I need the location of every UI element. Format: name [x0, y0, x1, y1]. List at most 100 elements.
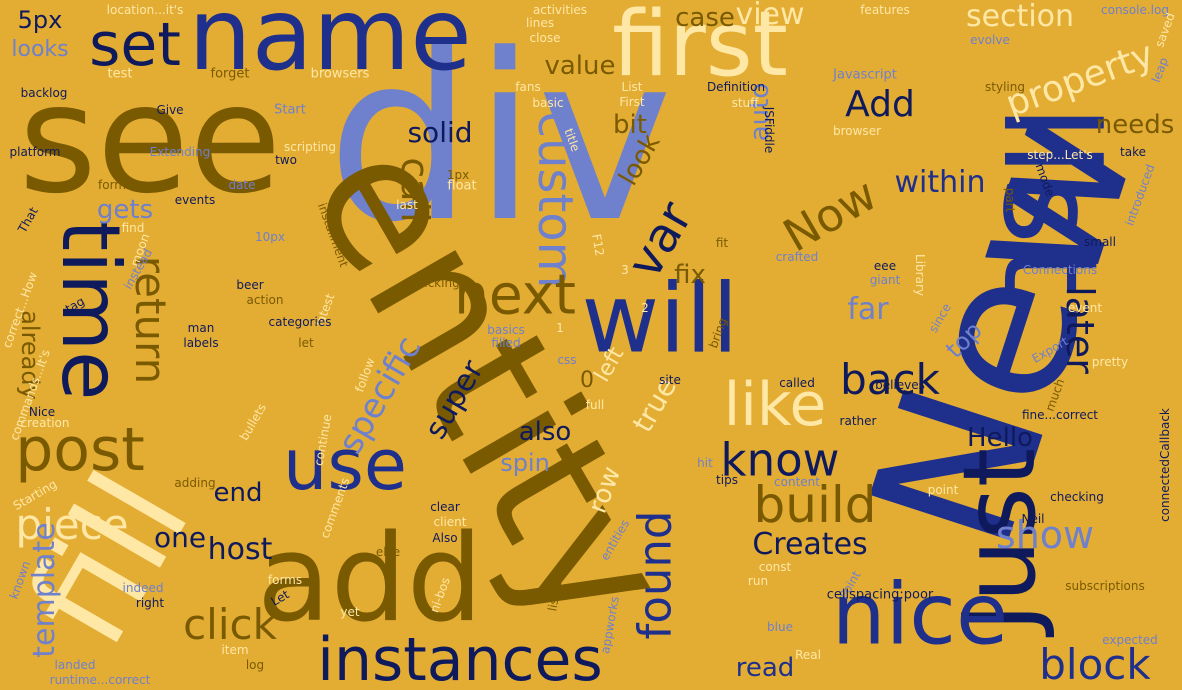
word-192: runtime...correct — [49, 673, 151, 687]
word-41: view — [735, 0, 805, 32]
word-120: Connections — [1022, 263, 1098, 277]
word-104: events — [174, 193, 216, 207]
word-175: subscriptions — [1065, 579, 1145, 593]
word-112: F12 — [589, 232, 607, 258]
word-14: use — [283, 424, 407, 506]
word-156: connectedCallback — [1158, 408, 1172, 522]
word-35: call — [393, 157, 437, 223]
word-119: eee — [873, 259, 897, 273]
word-48: one — [153, 521, 207, 554]
word-38: Add — [845, 84, 915, 125]
word-145: css — [557, 353, 577, 367]
word-133: let — [298, 336, 314, 350]
word-148: believes — [875, 378, 925, 392]
word-26: block — [1039, 640, 1151, 689]
word-37: section — [965, 0, 1075, 34]
word-21: build — [753, 476, 877, 534]
word-184: cellspacing:poor — [826, 587, 934, 603]
word-46: also — [518, 417, 572, 447]
word-77: forget — [210, 66, 250, 82]
word-173: const — [758, 560, 792, 574]
word-73: close — [529, 31, 561, 45]
word-102: form — [98, 178, 126, 192]
word-89: First — [619, 95, 645, 109]
word-111: 10px — [255, 230, 285, 244]
word-6: name — [188, 0, 472, 93]
word-23: next — [454, 262, 576, 327]
word-5: see — [18, 53, 282, 227]
word-74: evolve — [970, 33, 1010, 47]
word-101: 1px — [446, 168, 470, 182]
word-72: lines — [526, 16, 554, 30]
word-138: 3 — [621, 263, 629, 277]
word-40: case — [675, 3, 735, 33]
word-70: features — [860, 3, 910, 17]
word-43: within — [894, 165, 986, 200]
word-13: time — [44, 219, 137, 401]
word-159: tips — [716, 473, 738, 487]
word-176: forms — [267, 573, 303, 587]
word-61: needs — [1095, 110, 1175, 140]
word-149: Nice — [28, 405, 56, 419]
word-146: site — [659, 373, 681, 387]
word-34: template — [27, 522, 62, 658]
word-118: Library — [913, 254, 927, 296]
word-169: Also — [432, 531, 458, 545]
word-44: Hello — [967, 423, 1033, 453]
word-16: post — [15, 415, 145, 485]
word-79: List — [621, 80, 643, 94]
word-87: Give — [156, 103, 184, 117]
word-20: like — [723, 370, 827, 440]
word-179: right — [135, 596, 165, 610]
word-86: backlog — [20, 86, 68, 100]
word-95: scripting — [284, 140, 336, 154]
word-55: fix — [674, 260, 706, 290]
word-85: styling — [985, 80, 1025, 94]
word-134: basics — [487, 323, 525, 337]
word-42: read — [735, 653, 795, 683]
word-115: fit — [715, 236, 729, 250]
word-68: location...it's — [106, 3, 184, 17]
word-103: date — [228, 178, 256, 192]
word-178: indeed — [122, 581, 164, 595]
word-51: end — [213, 478, 263, 508]
word-116: small — [1084, 235, 1116, 249]
word-67: 0 — [580, 368, 594, 393]
word-166: checking — [1050, 490, 1104, 504]
word-132: labels — [183, 336, 219, 350]
word-164: clear — [430, 500, 460, 514]
word-136: 1 — [556, 321, 564, 335]
word-93: platform — [9, 145, 61, 159]
word-117: crafted — [775, 250, 819, 264]
word-186: blue — [767, 620, 793, 634]
word-150: creation — [20, 416, 70, 430]
word-52: far — [847, 292, 889, 327]
word-96: two — [275, 153, 297, 167]
word-29: found — [628, 510, 682, 640]
word-152: full — [585, 398, 605, 412]
word-147: called — [779, 376, 815, 390]
word-100: float — [447, 178, 477, 194]
word-190: log — [245, 658, 265, 672]
word-137: 2 — [641, 301, 649, 315]
word-7: first — [612, 0, 788, 97]
word-32: show — [995, 513, 1095, 557]
word-187: Real — [795, 648, 821, 662]
word-24: know — [720, 433, 840, 487]
word-30: click — [183, 600, 277, 649]
word-90: stuff — [731, 96, 759, 110]
word-155: fine...correct — [1021, 408, 1099, 422]
word-92: browser — [832, 124, 882, 138]
word-94: Extending — [149, 145, 211, 159]
word-64: 5px — [17, 6, 63, 34]
word-135: filled — [491, 336, 521, 350]
word-84: basic — [532, 96, 564, 110]
word-45: host — [207, 532, 273, 567]
word-78: browsers — [310, 66, 370, 82]
word-129: categories — [268, 315, 332, 329]
word-1: div — [326, 6, 674, 273]
word-167: Neil — [1021, 512, 1045, 526]
word-160: content — [774, 475, 820, 489]
word-161: point — [927, 483, 959, 497]
word-106: last — [396, 198, 418, 212]
